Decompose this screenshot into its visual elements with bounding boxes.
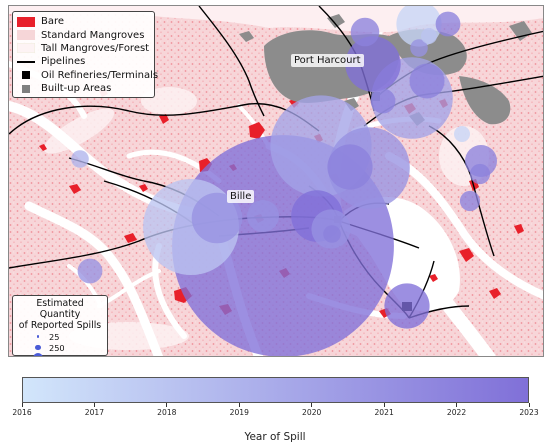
- year-colorbar: 2016 2017 2018 2019 2020 2021 2022 2023 Year of…: [0, 372, 550, 447]
- legend-item-built-up-areas: Built-up Areas: [17, 82, 150, 95]
- legend-item-tall-mangroves: Tall Mangroves/Forest: [17, 42, 150, 55]
- spill-marker-s24[interactable]: [421, 28, 437, 44]
- legend-label-bare: Bare: [41, 16, 65, 28]
- colorbar-tick: [456, 403, 458, 407]
- spill-marker-s19[interactable]: [459, 190, 481, 212]
- legend-label-standard-mangroves: Standard Mangroves: [41, 29, 145, 41]
- legend-item-standard-mangroves: Standard Mangroves: [17, 28, 150, 41]
- colorbar-tick: [21, 403, 23, 407]
- spill-marker-s17[interactable]: [469, 163, 491, 185]
- colorbar-tick: [383, 403, 385, 407]
- spill-marker-s18[interactable]: [77, 258, 103, 284]
- colorbar-tick-label-2017: 2017: [84, 408, 105, 417]
- size-legend-item-250: 250: [27, 342, 103, 353]
- spill-marker-s16[interactable]: [435, 11, 461, 37]
- spill-marker-s20[interactable]: [71, 150, 89, 168]
- legend-swatch-tall-mangroves: [17, 43, 35, 54]
- colorbar-tick-label-2019: 2019: [229, 408, 249, 417]
- size-legend-item-1000: 1000: [27, 353, 103, 357]
- colorbar-label: Year of Spill: [244, 431, 306, 443]
- size-legend-label-250: 250: [49, 342, 65, 353]
- colorbar-tick-label-2020: 2020: [302, 408, 322, 417]
- spill-marker-s22[interactable]: [410, 39, 428, 57]
- size-legend-label-1000: 1000: [49, 354, 70, 357]
- legend-swatch-oil-refineries: [17, 70, 35, 80]
- size-legend-title-line1: Estimated Quantity: [36, 298, 84, 320]
- spill-size-legend: Estimated Quantity of Reported Spills 25…: [12, 295, 108, 356]
- size-legend-dot-25: [36, 335, 40, 338]
- colorbar-tick: [311, 403, 313, 407]
- legend-item-bare: Bare: [17, 15, 150, 28]
- spill-marker-s07[interactable]: [345, 36, 401, 92]
- size-legend-label-25: 25: [49, 331, 60, 342]
- spill-marker-s09[interactable]: [191, 192, 243, 244]
- map-panel[interactable]: Bare Standard Mangroves Tall Mangroves/For…: [8, 5, 544, 357]
- colorbar-gradient: [22, 377, 529, 403]
- legend-swatch-pipelines: [17, 57, 35, 67]
- legend-swatch-bare: [17, 16, 35, 27]
- legend-label-tall-mangroves: Tall Mangroves/Forest: [41, 42, 150, 54]
- spill-marker-s11[interactable]: [409, 63, 445, 99]
- colorbar-tick: [166, 403, 168, 407]
- spill-marker-s26[interactable]: [370, 88, 396, 114]
- spill-marker-s21[interactable]: [323, 225, 341, 243]
- map-legend: Bare Standard Mangroves Tall Mangroves/For…: [12, 11, 158, 98]
- colorbar-tick: [528, 403, 530, 407]
- colorbar-tick-label-2016: 2016: [12, 408, 32, 417]
- legend-label-oil-refineries: Oil Refineries/Terminals: [41, 69, 159, 81]
- legend-item-pipelines: Pipelines: [17, 55, 150, 68]
- colorbar-tick-label-2018: 2018: [157, 408, 177, 417]
- spill-marker-s23[interactable]: [454, 126, 470, 142]
- spill-marker-s25[interactable]: [384, 283, 430, 329]
- size-legend-dot-250: [35, 344, 41, 351]
- legend-label-pipelines: Pipelines: [41, 56, 86, 68]
- legend-item-oil-refineries: Oil Refineries/Terminals: [17, 69, 158, 82]
- colorbar-tick-label-2023: 2023: [519, 408, 539, 417]
- place-label-port-harcourt: Port Harcourt: [291, 54, 364, 67]
- colorbar-tick-label-2021: 2021: [374, 408, 394, 417]
- spill-marker-s15[interactable]: [350, 17, 380, 47]
- size-legend-title-line2: of Reported Spills: [18, 320, 102, 331]
- legend-label-built-up-areas: Built-up Areas: [41, 83, 112, 95]
- legend-swatch-standard-mangroves: [17, 30, 35, 41]
- colorbar-tick: [93, 403, 95, 407]
- place-label-bille: Bille: [227, 190, 255, 203]
- legend-swatch-built-up-areas: [17, 84, 35, 94]
- colorbar-tick: [238, 403, 240, 407]
- spill-marker-s10[interactable]: [327, 144, 373, 190]
- size-legend-item-25: 25: [27, 331, 103, 342]
- spill-marker-s14[interactable]: [247, 200, 279, 232]
- colorbar-tick-label-2022: 2022: [446, 408, 467, 417]
- size-legend-dot-1000: [32, 353, 44, 356]
